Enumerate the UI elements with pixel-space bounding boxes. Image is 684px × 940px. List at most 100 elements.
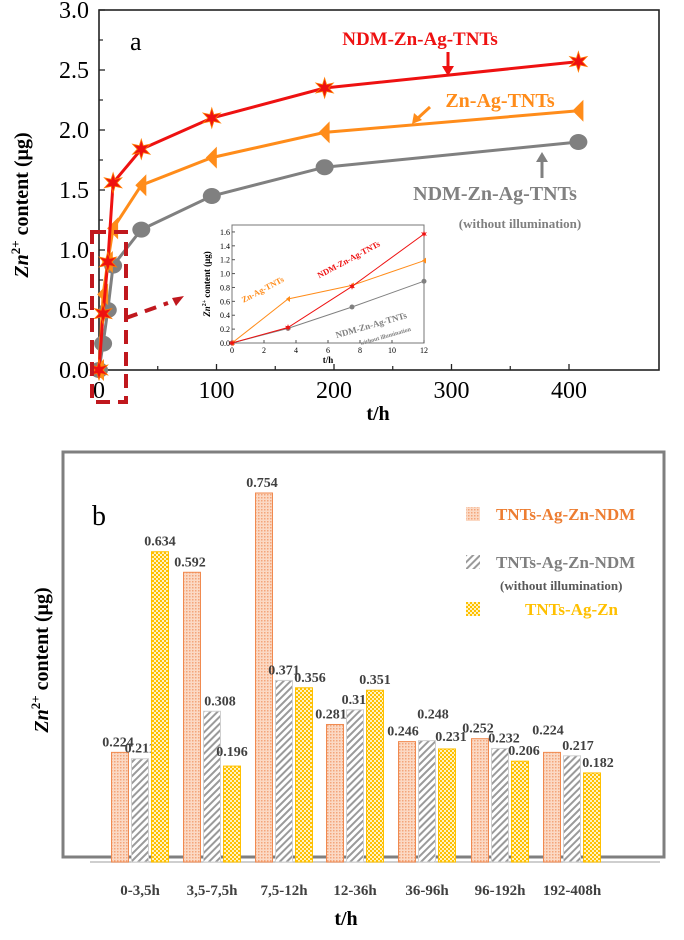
x-tick-label: 400 <box>551 378 587 404</box>
inset-point-star <box>229 339 235 347</box>
annotation-ndm-arrowhead <box>442 66 454 76</box>
data-point-circle <box>94 335 113 352</box>
inset-x-tick-label: 2 <box>262 346 266 355</box>
bar-value-label: 0.211 <box>125 742 156 757</box>
bar-value-label: 0.196 <box>216 745 248 760</box>
inset-y-tick-label: 1.4 <box>220 242 230 251</box>
inset-y-tick-label: 1.6 <box>220 228 230 237</box>
y-tick-label: 1.0 <box>59 238 89 264</box>
bar-value-label: 0.308 <box>204 694 236 709</box>
chart-a-annotations: NDM-Zn-Ag-TNTs Zn-Ag-TNTs NDM-Zn-Ag-TNTs (w… <box>342 29 581 231</box>
chart-b-y-axis-label: Zn2+ content (μg) <box>28 587 53 733</box>
inset-y-tick-label: 1.0 <box>220 270 230 279</box>
inset-x-tick-label: 12 <box>420 346 428 355</box>
bar-znag <box>295 687 313 863</box>
category-label: 3,5-7,5h <box>187 883 238 899</box>
bar-value-label: 0.232 <box>488 731 520 746</box>
bar-value-label: 0.224 <box>532 723 564 738</box>
bar-ndm <box>111 751 129 863</box>
chart-b-panel-label: b <box>92 501 106 532</box>
x-tick-label: 0 <box>93 378 105 404</box>
annotation-dark-sublabel: (without illumination) <box>459 216 581 231</box>
y-tick-label: 0.0 <box>59 358 89 384</box>
bar-value-label: 0.248 <box>417 708 449 723</box>
bar-value-label: 0.371 <box>268 663 300 678</box>
legend-label: TNTs-Ag-Zn <box>525 600 618 619</box>
inset-y-tick-label: 0.4 <box>220 311 230 320</box>
bar-ndm <box>255 492 273 863</box>
chart-a: 0 100 200 300 400 0.0 0.5 1.0 1.5 2.0 2.5 3.0 0 2 4 6 8… <box>8 0 660 425</box>
category-label: 96-192h <box>475 883 526 899</box>
annotation-ndm-label: NDM-Zn-Ag-TNTs <box>342 29 498 50</box>
bar-znag <box>223 765 241 863</box>
bar-value-label: 0.231 <box>435 730 467 745</box>
bar-value-label: 0.311 <box>342 693 373 708</box>
bar-value-label: 0.246 <box>387 725 419 740</box>
data-point-star <box>103 171 123 195</box>
data-point-star <box>93 302 113 325</box>
x-tick-label: 300 <box>434 378 470 404</box>
annotation-dark-label: NDM-Zn-Ag-TNTs <box>413 183 577 205</box>
chart-b-x-axis-label: t/h <box>334 908 357 930</box>
bar-znag <box>511 760 529 863</box>
x-tick-label: 200 <box>316 378 352 404</box>
bar-value-label: 0.252 <box>462 722 494 737</box>
category-label: 0-3,5h <box>120 883 160 899</box>
y-tick-label: 0.5 <box>59 298 89 324</box>
inset-x-tick-label: 10 <box>388 346 396 355</box>
data-point-star <box>201 106 222 130</box>
data-point-circle <box>202 188 221 204</box>
inset-y-label-group: Zn2+ content (μg) <box>202 251 212 318</box>
bar-dark <box>491 747 509 863</box>
inset-x-tick-label: 6 <box>326 346 330 355</box>
legend-swatch <box>466 602 480 616</box>
bar-dark <box>275 679 293 863</box>
zoom-pointer-arrow <box>125 301 169 320</box>
bar-ndm <box>543 751 561 863</box>
data-point-circle <box>315 159 334 176</box>
data-point-half-diamond <box>318 121 330 144</box>
bar-value-label: 0.351 <box>359 673 391 688</box>
bar-ndm <box>471 738 489 863</box>
annotation-dark-arrowhead <box>536 152 548 162</box>
chart-a-panel-label: a <box>130 27 142 56</box>
inset-x-tick-label: 4 <box>294 346 298 355</box>
bar-value-label: 0.754 <box>246 476 278 491</box>
legend-swatch <box>466 507 480 521</box>
y-tick-label: 3.0 <box>59 0 89 24</box>
inset-y-tick-label: 1.2 <box>220 256 230 265</box>
data-point-half-diamond <box>205 146 217 169</box>
bar-value-label: 0.592 <box>174 555 206 570</box>
data-point-half-diamond <box>135 174 147 197</box>
bar-ndm <box>183 571 201 863</box>
y-tick-label: 2.5 <box>59 58 89 84</box>
data-point-half-diamond <box>572 99 584 122</box>
inset-x-axis-label: t/h <box>323 355 334 365</box>
inset-y-axis-label: Zn2+ content (μg) <box>202 251 212 318</box>
legend-label: TNTs-Ag-Zn-NDM <box>496 553 635 572</box>
bar-value-label: 0.356 <box>294 671 326 686</box>
bar-value-label: 0.217 <box>562 739 594 754</box>
category-label: 36-96h <box>405 883 449 899</box>
inset-y-tick-label: 0.8 <box>220 283 230 292</box>
legend-sublabel: (without illumination) <box>500 578 622 593</box>
data-point-circle <box>132 221 151 238</box>
chart-b-category-labels: 0-3,5h 3,5-7,5h 7,5-12h 12-36h 36-96h 96-192h… <box>120 883 602 899</box>
category-label: 192-408h <box>543 883 602 899</box>
chart-b: 0.2240.2110.6340.5920.3080.1960.7540.371… <box>28 450 666 930</box>
bar-dark <box>563 755 581 863</box>
data-point-star <box>314 76 335 100</box>
inset-y-tick-label: 0.6 <box>220 297 230 306</box>
category-label: 7,5-12h <box>260 883 308 899</box>
inset-point-circle <box>349 304 355 310</box>
inset-point-half-diamond <box>286 295 290 302</box>
inset-y-tick-label: 0.2 <box>220 325 230 334</box>
annotation-znag-arrow <box>416 105 432 120</box>
inset-x-tick-label: 8 <box>358 346 362 355</box>
data-point-star <box>98 250 118 274</box>
zoom-pointer-arrowhead <box>172 296 184 306</box>
annotation-znag-arrowhead <box>412 113 422 124</box>
annotation-znag-label: Zn-Ag-TNTs <box>445 90 555 112</box>
chart-a-x-axis-label: t/h <box>366 403 389 425</box>
